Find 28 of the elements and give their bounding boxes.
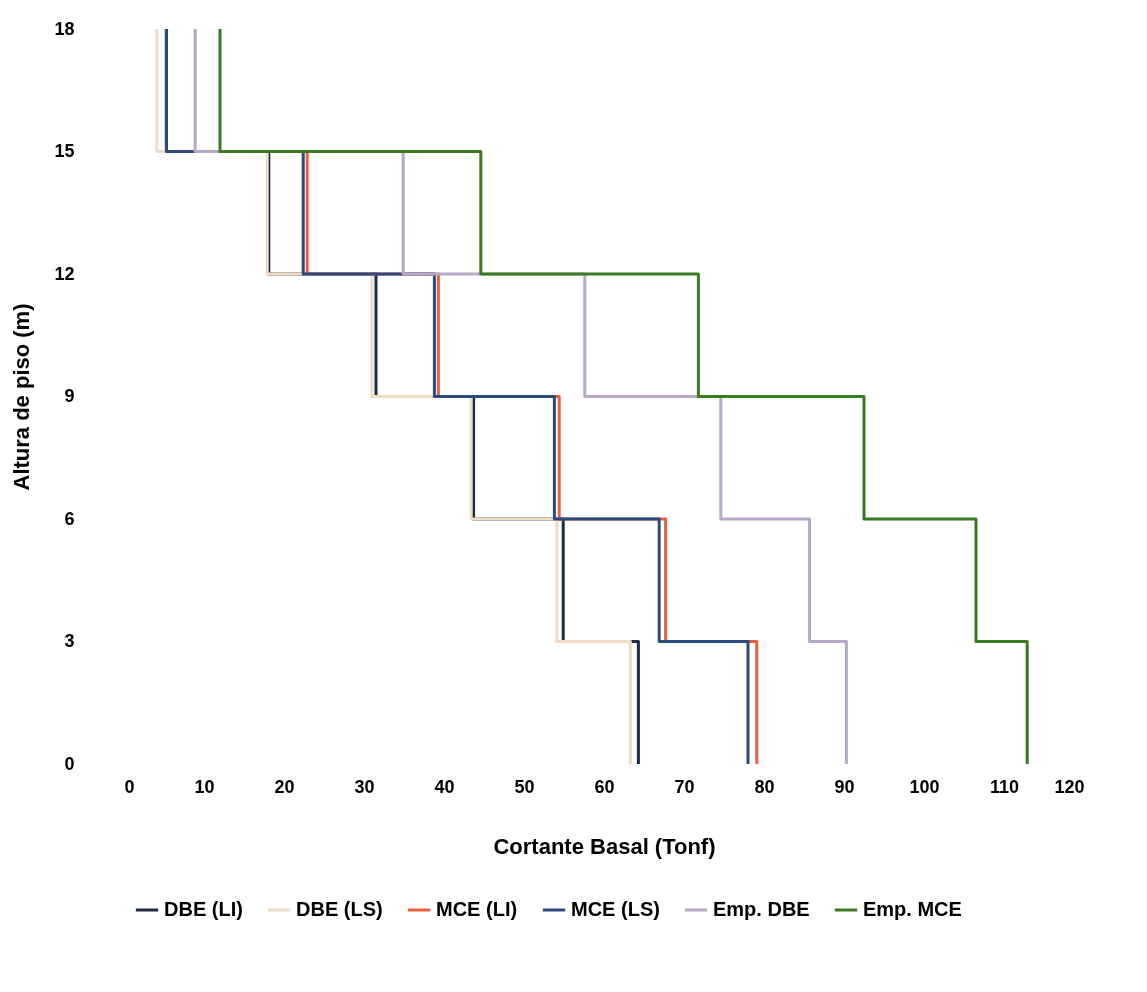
x-tick-label: 120	[1054, 776, 1085, 797]
y-tick-label: 9	[64, 386, 75, 406]
x-tick-label: 40	[434, 776, 455, 797]
legend-label: Emp. MCE	[863, 898, 962, 920]
y-tick-label: 0	[64, 753, 75, 774]
legend-label: Emp. DBE	[713, 898, 810, 920]
y-tick-label: 12	[54, 263, 75, 284]
x-tick-label: 20	[274, 776, 295, 797]
legend-label: MCE (LS)	[571, 898, 660, 920]
x-tick-label: 0	[124, 776, 135, 797]
legend-label: DBE (LI)	[164, 898, 243, 920]
x-tick-label: 60	[594, 776, 615, 797]
y-tick-label: 6	[64, 508, 75, 529]
x-tick-label: 80	[754, 776, 775, 797]
x-tick-label: 30	[354, 776, 375, 797]
x-tick-label: 90	[834, 776, 855, 797]
y-tick-label: 18	[54, 18, 75, 39]
legend-label: MCE (LI)	[436, 898, 518, 920]
x-tick-label: 100	[909, 776, 940, 797]
y-tick-label: 15	[54, 141, 75, 161]
y-axis-title: Altura de piso (m)	[9, 303, 35, 491]
y-tick-label: 3	[64, 631, 75, 651]
x-axis-title: Cortante Basal (Tonf)	[493, 833, 716, 859]
x-tick-label: 50	[514, 776, 535, 797]
x-tick-label: 70	[674, 776, 695, 797]
x-tick-label: 10	[194, 776, 215, 797]
x-tick-label: 110	[989, 776, 1020, 797]
legend-label: DBE (LS)	[296, 898, 383, 920]
